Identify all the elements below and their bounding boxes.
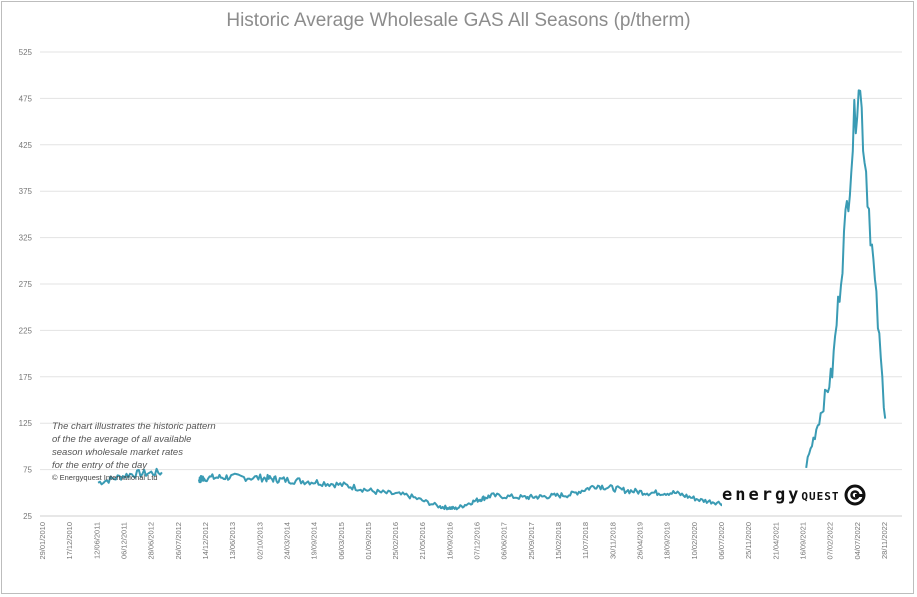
x-tick-label: 16/09/2021 (799, 522, 808, 560)
x-tick-label: 21/05/2016 (418, 522, 427, 560)
series-line (197, 472, 754, 511)
x-tick-label: 07/02/2022 (826, 522, 835, 560)
x-tick-label: 01/09/2015 (364, 522, 373, 560)
x-tick-label: 11/07/2018 (581, 522, 590, 559)
y-tick-label: 475 (19, 94, 33, 103)
x-tick-label: 04/07/2022 (853, 522, 862, 560)
y-tick-label: 375 (19, 187, 33, 196)
x-tick-label: 18/09/2019 (663, 522, 672, 560)
y-tick-label: 25 (23, 512, 32, 521)
x-tick-label: 28/11/2022 (880, 522, 889, 559)
copyright-text: © Energyquest International Ltd (52, 473, 158, 482)
x-tick-label: 17/12/2010 (65, 522, 74, 560)
energyquest-logo: energyQUEST (722, 480, 866, 510)
annotation-line-1: The chart illustrates the historic patte… (52, 421, 216, 432)
x-tick-label: 19/09/2014 (310, 522, 319, 560)
x-tick-label: 06/03/2015 (337, 522, 346, 560)
y-axis-ticks: 25 75 125 175 225 275 325 375 425 475 525 (19, 48, 33, 521)
x-tick-label: 12/06/2011 (92, 522, 101, 559)
series-line (805, 89, 887, 469)
spiral-icon (844, 484, 866, 506)
series-group (97, 89, 887, 511)
y-tick-label: 225 (19, 326, 33, 335)
series-line (97, 467, 163, 486)
annotation-line-2: of the the average of all available (52, 434, 192, 445)
annotation-line-4: for the entry of the day (52, 460, 148, 471)
x-tick-label: 15/02/2018 (554, 522, 563, 560)
x-tick-label: 24/03/2014 (282, 522, 291, 560)
chart-title: Historic Average Wholesale GAS All Seaso… (226, 10, 691, 31)
x-tick-label: 06/07/2020 (717, 522, 726, 560)
x-tick-label: 21/04/2021 (771, 522, 780, 560)
y-tick-label: 325 (19, 234, 33, 243)
x-tick-label: 13/06/2013 (228, 522, 237, 560)
x-tick-label: 25/11/2020 (744, 522, 753, 559)
annotation-line-3: season wholesale market rates (52, 447, 183, 458)
x-tick-label: 14/12/2012 (201, 522, 210, 560)
chart-annotation: The chart illustrates the historic patte… (52, 420, 312, 483)
x-tick-label: 06/12/2011 (119, 522, 128, 559)
y-tick-label: 525 (19, 48, 33, 57)
x-tick-label: 29/01/2010 (38, 522, 47, 560)
x-tick-label: 07/12/2016 (473, 522, 482, 560)
y-tick-label: 75 (23, 466, 32, 475)
y-tick-label: 125 (19, 419, 33, 428)
x-tick-label: 16/09/2016 (445, 522, 454, 560)
y-tick-label: 425 (19, 141, 33, 150)
x-tick-label: 28/06/2012 (147, 522, 156, 560)
y-tick-label: 175 (19, 373, 33, 382)
x-tick-label: 10/02/2020 (690, 522, 699, 560)
x-tick-label: 26/07/2012 (174, 522, 183, 560)
x-tick-label: 06/06/2017 (500, 522, 509, 560)
x-tick-label: 02/10/2013 (255, 522, 264, 560)
y-tick-label: 275 (19, 280, 33, 289)
gridlines (40, 51, 902, 517)
x-tick-label: 30/11/2018 (608, 522, 617, 559)
logo-text: energyQUEST (722, 485, 840, 505)
x-tick-label: 26/04/2019 (636, 522, 645, 560)
x-axis-ticks: 29/01/2010 17/12/2010 12/06/2011 06/12/2011… (38, 522, 889, 560)
x-tick-label: 25/02/2016 (391, 522, 400, 560)
x-tick-label: 25/09/2017 (527, 522, 536, 560)
